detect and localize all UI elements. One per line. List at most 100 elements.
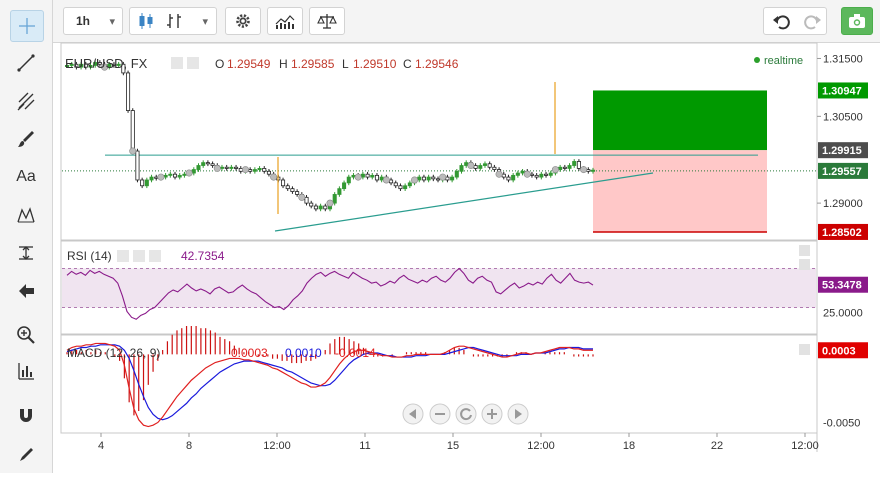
pencil-icon[interactable] [10,440,42,470]
ascending-trend-line[interactable] [274,172,654,232]
undo-icon[interactable] [772,13,790,34]
candle-body [393,182,398,187]
candle-body [482,163,488,166]
target-zone[interactable] [593,90,767,151]
average-marker [467,162,475,170]
ohlc-close-label: C [403,57,412,71]
candle-body [140,179,145,187]
time-tick-label: 12:00 [791,440,819,452]
candle-body [520,170,525,174]
candle-body [266,170,271,175]
macd-tag [818,342,868,359]
candle-body [224,166,229,169]
candle-body [111,63,116,66]
price-tick-label: 1.29000 [823,198,863,210]
rsi-eye-icon[interactable] [117,250,129,262]
candle-body [248,169,253,172]
candle-body [295,191,300,195]
rsi-pane-down-icon[interactable] [799,259,810,270]
magnet-icon[interactable] [10,400,42,430]
rsi-settings-icon[interactable] [133,250,145,262]
average-marker [411,176,419,184]
realtime-label: realtime [764,55,803,67]
crosshair-icon[interactable] [10,10,44,42]
candle-body [487,163,492,168]
interval-label: 1h [76,14,91,28]
rsi-close-icon[interactable] [149,250,161,262]
bars-icon[interactable] [164,11,184,34]
chart-area[interactable]: EUR/USD, FX O 1.29549 H 1.29585 L 1.2951… [53,42,880,473]
candle-body [163,174,168,178]
average-marker [270,173,278,181]
stop-zone[interactable] [593,150,767,232]
symbol-title: EUR/USD, FX [65,56,148,71]
rsi-value-label: 42.7354 [181,249,225,263]
candle-body [473,165,478,169]
candle-body [83,63,88,68]
candle-body [539,173,544,178]
rsi-axis[interactable]: 25.0000 53.3478 [818,276,868,320]
scroll-controls [402,403,529,425]
price-tag [818,162,868,179]
candle-body [281,179,286,187]
price-axis[interactable]: 1.31500 1.30500 1.29000 [817,53,863,210]
pitchfork-icon[interactable] [10,86,42,116]
candle-body [64,65,70,68]
zoom-in-icon[interactable] [10,320,42,350]
pattern-icon[interactable] [10,200,42,230]
macd-axis[interactable]: -0.0050 0.0003 [818,342,868,429]
average-marker [101,63,109,71]
candle-body [126,72,131,111]
camera-snapshot-icon[interactable] [841,7,873,35]
rsi-tag-label: 53.3478 [822,280,862,292]
indicators-icon[interactable] [267,7,303,35]
brush-icon[interactable] [10,124,42,154]
candle-body [464,162,469,166]
trend-line-icon[interactable] [10,48,42,78]
candle-body [360,173,365,178]
legend-settings-icon[interactable] [187,57,199,69]
candle-body [144,179,149,187]
candle-body [417,176,422,181]
candle-body [576,161,581,169]
macd-hist-label: -0.0014 [335,346,376,360]
interval-select[interactable]: 1h ▾ [63,7,123,35]
measure-icon[interactable] [10,238,42,268]
macd-signal-label: 0.0010 [285,346,322,360]
candle-body [567,165,572,169]
candle-body [191,169,196,174]
candle-body [445,176,450,181]
ohlc-open-label: O [215,57,224,71]
candle-body [454,170,459,178]
candle-body [337,188,342,195]
candle-body [182,173,187,176]
legend-eye-icon[interactable] [171,57,183,69]
time-axis[interactable]: 4 8 12:00 11 15 12:00 18 22 12:00 [98,433,819,452]
candle-body [238,168,243,172]
redo-icon[interactable] [804,13,822,34]
candle-body [511,174,516,181]
candle-body [210,163,215,166]
price-tag [818,223,868,240]
ruler-chart-icon[interactable] [10,356,42,386]
style-caret[interactable]: ▾ [202,15,208,28]
ohlc-open-value: 1.29549 [227,57,271,71]
compare-scales-icon[interactable] [309,7,345,35]
chart-svg[interactable]: EUR/USD, FX O 1.29549 H 1.29585 L 1.2951… [53,42,880,473]
reset-zoom-icon[interactable] [455,403,477,425]
text-tool-icon[interactable]: Aa [16,168,36,185]
rsi-band [62,268,816,308]
candles-icon[interactable] [136,11,156,34]
settings-gear-icon[interactable] [225,7,261,35]
candle-body [201,162,206,166]
back-arrow-icon[interactable] [10,276,42,306]
candle-body [149,176,154,181]
rsi-pane-up-icon[interactable] [799,245,810,256]
macd-pane-up-icon[interactable] [799,344,810,355]
candle-body [374,174,379,181]
candle-body [205,162,210,165]
candle-body [590,169,596,172]
time-tick-label: 12:00 [527,440,555,452]
rsi-line [66,267,594,320]
average-marker [326,199,334,207]
